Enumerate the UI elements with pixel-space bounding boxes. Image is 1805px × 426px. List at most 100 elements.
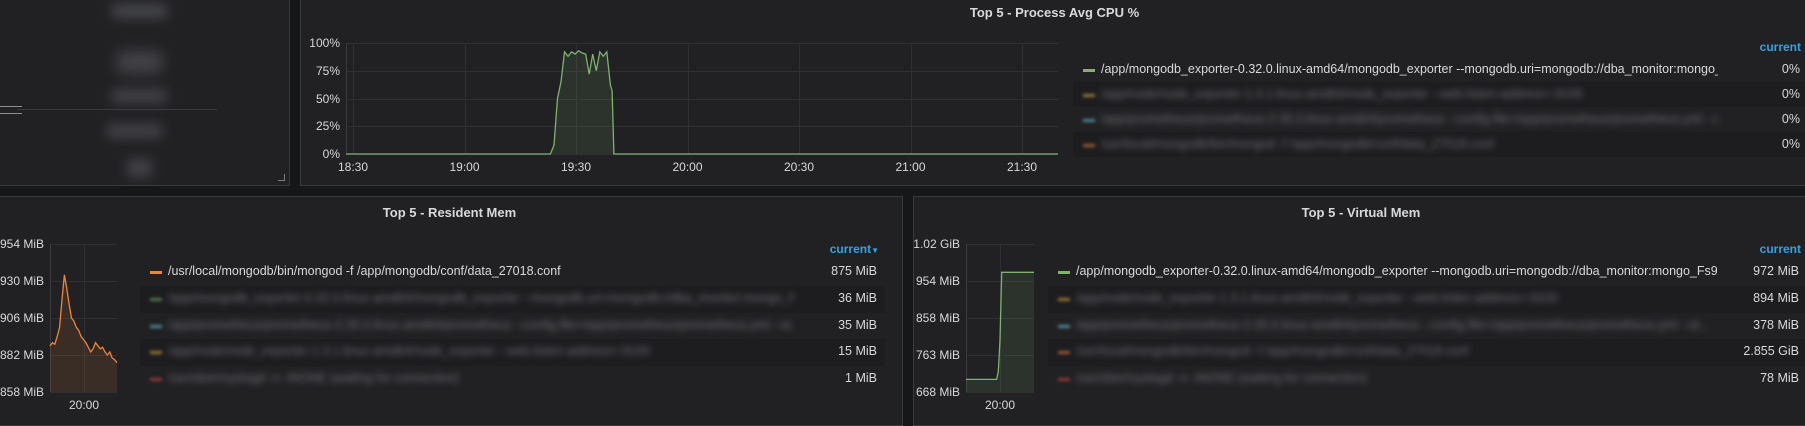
legend-header-label: current [829, 242, 872, 256]
series-layer [346, 49, 1058, 155]
grid-line-h [346, 126, 1058, 128]
legend-header-current[interactable]: current [1759, 40, 1801, 54]
x-tick-label: 19:00 [449, 160, 480, 174]
series-layer [966, 271, 1034, 392]
legend-item[interactable]: /app/prometheus/prometheus-2.35.0.linux-… [1073, 107, 1805, 132]
legend-series-name[interactable]: /usr/sbin/rsyslogd -n -iNONE (waiting fo… [1076, 371, 1368, 386]
series-area [966, 272, 1034, 392]
legend-item[interactable]: /app/prometheus/prometheus-2.35.0.linux-… [140, 313, 885, 340]
legend-series-name[interactable]: /app/mongodb_exporter-0.32.0.linux-amd64… [168, 290, 795, 305]
legend-series-name[interactable]: /usr/sbin/rsyslogd -n -iNONE (waiting fo… [168, 371, 460, 386]
legend-swatch-icon[interactable] [1058, 351, 1070, 355]
grid-line-v [464, 43, 466, 154]
y-tick-label: 954 MiB [0, 237, 44, 251]
legend-header-current[interactable]: current [1759, 242, 1801, 256]
blurred-stat-3 [112, 89, 167, 103]
legend-item[interactable]: /usr/sbin/rsyslogd -n -iNONE (waiting fo… [140, 366, 885, 393]
y-tick-label: 906 MiB [0, 311, 44, 325]
legend-swatch-icon[interactable] [1083, 69, 1095, 72]
grid-line-v [1022, 43, 1023, 154]
legend-current-value: 0% [1781, 137, 1800, 151]
legend-swatch-icon[interactable] [1058, 378, 1070, 382]
legend-series-name[interactable]: /usr/local/mongodb/bin/mongod -f /app/mo… [1101, 137, 1494, 151]
top-left-panel [0, 0, 290, 186]
series-area [346, 50, 1058, 154]
legend-swatch-icon[interactable] [150, 378, 162, 382]
legend-series-name[interactable]: /app/node/node_exporter-1.3.1.linux-amd6… [1076, 290, 1558, 305]
legend-current-value: 875 MiB [831, 264, 877, 278]
blurred-stat-4 [107, 124, 162, 138]
panel-title[interactable]: Top 5 - Virtual Mem [1301, 205, 1421, 220]
legend-current-value: 35 MiB [838, 317, 877, 332]
resident-mem-legend: /usr/local/mongodb/bin/mongod -f /app/mo… [140, 259, 885, 394]
legend-current-value: 36 MiB [838, 290, 877, 305]
x-tick-label: 20:00 [68, 398, 100, 412]
x-tick-label: 20:30 [783, 160, 815, 174]
legend-series-name[interactable]: /app/mongodb_exporter-0.32.0.linux-amd64… [1101, 62, 1718, 76]
series-line [49, 274, 118, 364]
resize-handle[interactable] [278, 174, 285, 181]
legend-current-value: 0% [1781, 62, 1800, 76]
legend-header-current[interactable]: current▼ [830, 242, 879, 256]
legend-item[interactable]: /usr/sbin/rsyslogd -n -iNONE (waiting fo… [1048, 366, 1805, 393]
legend-swatch-icon[interactable] [1083, 144, 1095, 147]
legend-item[interactable]: /app/mongodb_exporter-0.32.0.linux-amd64… [1048, 259, 1805, 286]
legend-current-value: 15 MiB [838, 344, 877, 359]
legend-swatch-icon[interactable] [1083, 94, 1095, 97]
grid-line-v [353, 43, 354, 154]
blurred-stat-1 [112, 4, 167, 18]
grid-line-v [687, 43, 689, 154]
legend-swatch-icon[interactable] [150, 351, 162, 355]
grid-line-v [576, 43, 577, 154]
legend-series-name[interactable]: /usr/local/mongodb/bin/mongod -f /app/mo… [168, 264, 561, 278]
legend-series-name[interactable]: /app/node/node_exporter-1.3.1.linux-amd6… [168, 344, 650, 359]
legend-item[interactable]: /app/node/node_exporter-1.3.1.linux-amd6… [1048, 285, 1805, 313]
divider-line [0, 106, 22, 107]
plot-left-edge [346, 43, 347, 154]
legend-swatch-icon[interactable] [1083, 119, 1095, 122]
legend-series-name[interactable]: /usr/local/mongodb/bin/mongod -f /app/mo… [1076, 344, 1469, 359]
legend-item[interactable]: /usr/local/mongodb/bin/mongod -f /app/mo… [140, 259, 885, 286]
cpu-legend: /app/mongodb_exporter-0.32.0.linux-amd64… [1073, 57, 1805, 167]
plot-left-edge [50, 244, 51, 392]
legend-item[interactable]: /app/prometheus/prometheus-2.35.0.linux-… [1048, 313, 1805, 340]
legend-swatch-icon[interactable] [1058, 271, 1070, 274]
series-area [50, 274, 117, 392]
x-tick-label: 19:30 [560, 160, 592, 174]
y-tick-label: 1.02 GiB [913, 237, 960, 251]
divider-line [0, 113, 22, 114]
legend-swatch-icon[interactable] [1058, 297, 1070, 301]
legend-swatch-icon[interactable] [150, 271, 162, 274]
legend-series-name[interactable]: /app/mongodb_exporter-0.32.0.linux-amd64… [1076, 264, 1717, 278]
y-tick-label: 882 MiB [0, 348, 44, 362]
virtual-mem-panel: Top 5 - Virtual Mem 1.02 GiB 954 MiB 858 M… [913, 196, 1805, 426]
virtual-mem-chart: 1.02 GiB 954 MiB 858 MiB 763 MiB 668 MiB 20:0… [913, 197, 1054, 425]
grid-line-v [84, 244, 85, 392]
legend-swatch-icon[interactable] [150, 297, 162, 301]
legend-item[interactable]: /usr/local/mongodb/bin/mongod -f /app/mo… [1048, 339, 1805, 367]
blurred-stat-5 [127, 159, 152, 177]
y-tick-label: 858 MiB [915, 311, 960, 325]
legend-item[interactable]: /usr/local/mongodb/bin/mongod -f /app/mo… [1073, 132, 1805, 157]
legend-series-name[interactable]: /app/prometheus/prometheus-2.35.0.linux-… [168, 317, 795, 332]
legend-series-name[interactable]: /app/prometheus/prometheus-2.35.0.linux-… [1076, 317, 1710, 332]
legend-series-name[interactable]: /app/prometheus/prometheus-2.35.0.linux-… [1101, 112, 1718, 126]
legend-current-value: 0% [1781, 112, 1800, 126]
x-tick-label: 20:00 [984, 398, 1016, 412]
legend-item[interactable]: /app/mongodb_exporter-0.32.0.linux-amd64… [1073, 57, 1805, 82]
legend-item[interactable]: /app/mongodb_exporter-0.32.0.linux-amd64… [140, 285, 885, 313]
grid-line-h [50, 318, 117, 319]
grid-line-v [799, 43, 800, 154]
legend-swatch-icon[interactable] [1058, 324, 1070, 328]
legend-series-name[interactable]: /app/node/node_exporter-1.3.1.linux-amd6… [1101, 87, 1583, 101]
legend-item[interactable]: /app/node/node_exporter-1.3.1.linux-amd6… [1073, 82, 1805, 107]
legend-item[interactable]: /app/node/node_exporter-1.3.1.linux-amd6… [140, 339, 885, 367]
legend-current-value: 0% [1781, 87, 1800, 101]
panel-title[interactable]: Top 5 - Process Avg CPU % [969, 5, 1140, 20]
legend-swatch-icon[interactable] [150, 324, 162, 328]
legend-current-value: 2.855 GiB [1743, 344, 1799, 359]
grid-line-h [50, 281, 117, 282]
y-tick-label: 930 MiB [0, 274, 44, 288]
grid-line-h [346, 70, 1058, 72]
panel-title[interactable]: Top 5 - Resident Mem [382, 205, 517, 220]
